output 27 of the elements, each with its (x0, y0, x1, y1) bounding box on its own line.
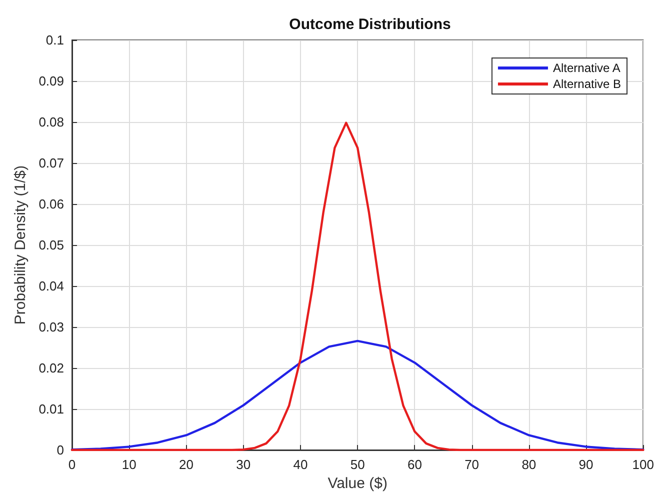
x-tick-label: 100 (632, 457, 654, 472)
y-tick-label: 0.1 (46, 32, 64, 48)
x-tick-label: 30 (236, 457, 251, 472)
y-tick-label: 0.07 (38, 156, 64, 170)
x-tick-label: 0 (68, 457, 76, 472)
x-tick-label: 10 (122, 457, 136, 472)
legend-label: Alternative B (552, 77, 622, 91)
x-tick-label: 50 (350, 457, 365, 472)
y-axis-title: Probability Density (1/$) (12, 165, 29, 325)
y-tick-label: 0.03 (38, 320, 64, 334)
x-tick-label: 90 (578, 457, 594, 472)
y-tick-label: 0.09 (38, 74, 64, 88)
x-tick-label: 40 (293, 457, 308, 472)
x-tick-label: 80 (522, 457, 536, 472)
y-tick-label: 0.05 (38, 238, 64, 252)
legend-label: Alternative A (552, 61, 620, 75)
y-tick-label: 0 (56, 442, 64, 458)
x-tick-label: 60 (407, 457, 422, 472)
y-tick-label: 0.01 (38, 402, 64, 416)
y-tick-label: 0.04 (38, 278, 64, 294)
y-tick-label: 0.06 (38, 196, 64, 212)
x-tick-label: 70 (464, 457, 480, 472)
x-tick-label: 20 (178, 457, 194, 472)
y-tick-label: 0.08 (38, 114, 64, 130)
chart-title: Outcome Distributions (289, 16, 451, 33)
x-axis-title: Value ($) (328, 474, 388, 492)
y-tick-label: 0.02 (38, 360, 64, 376)
